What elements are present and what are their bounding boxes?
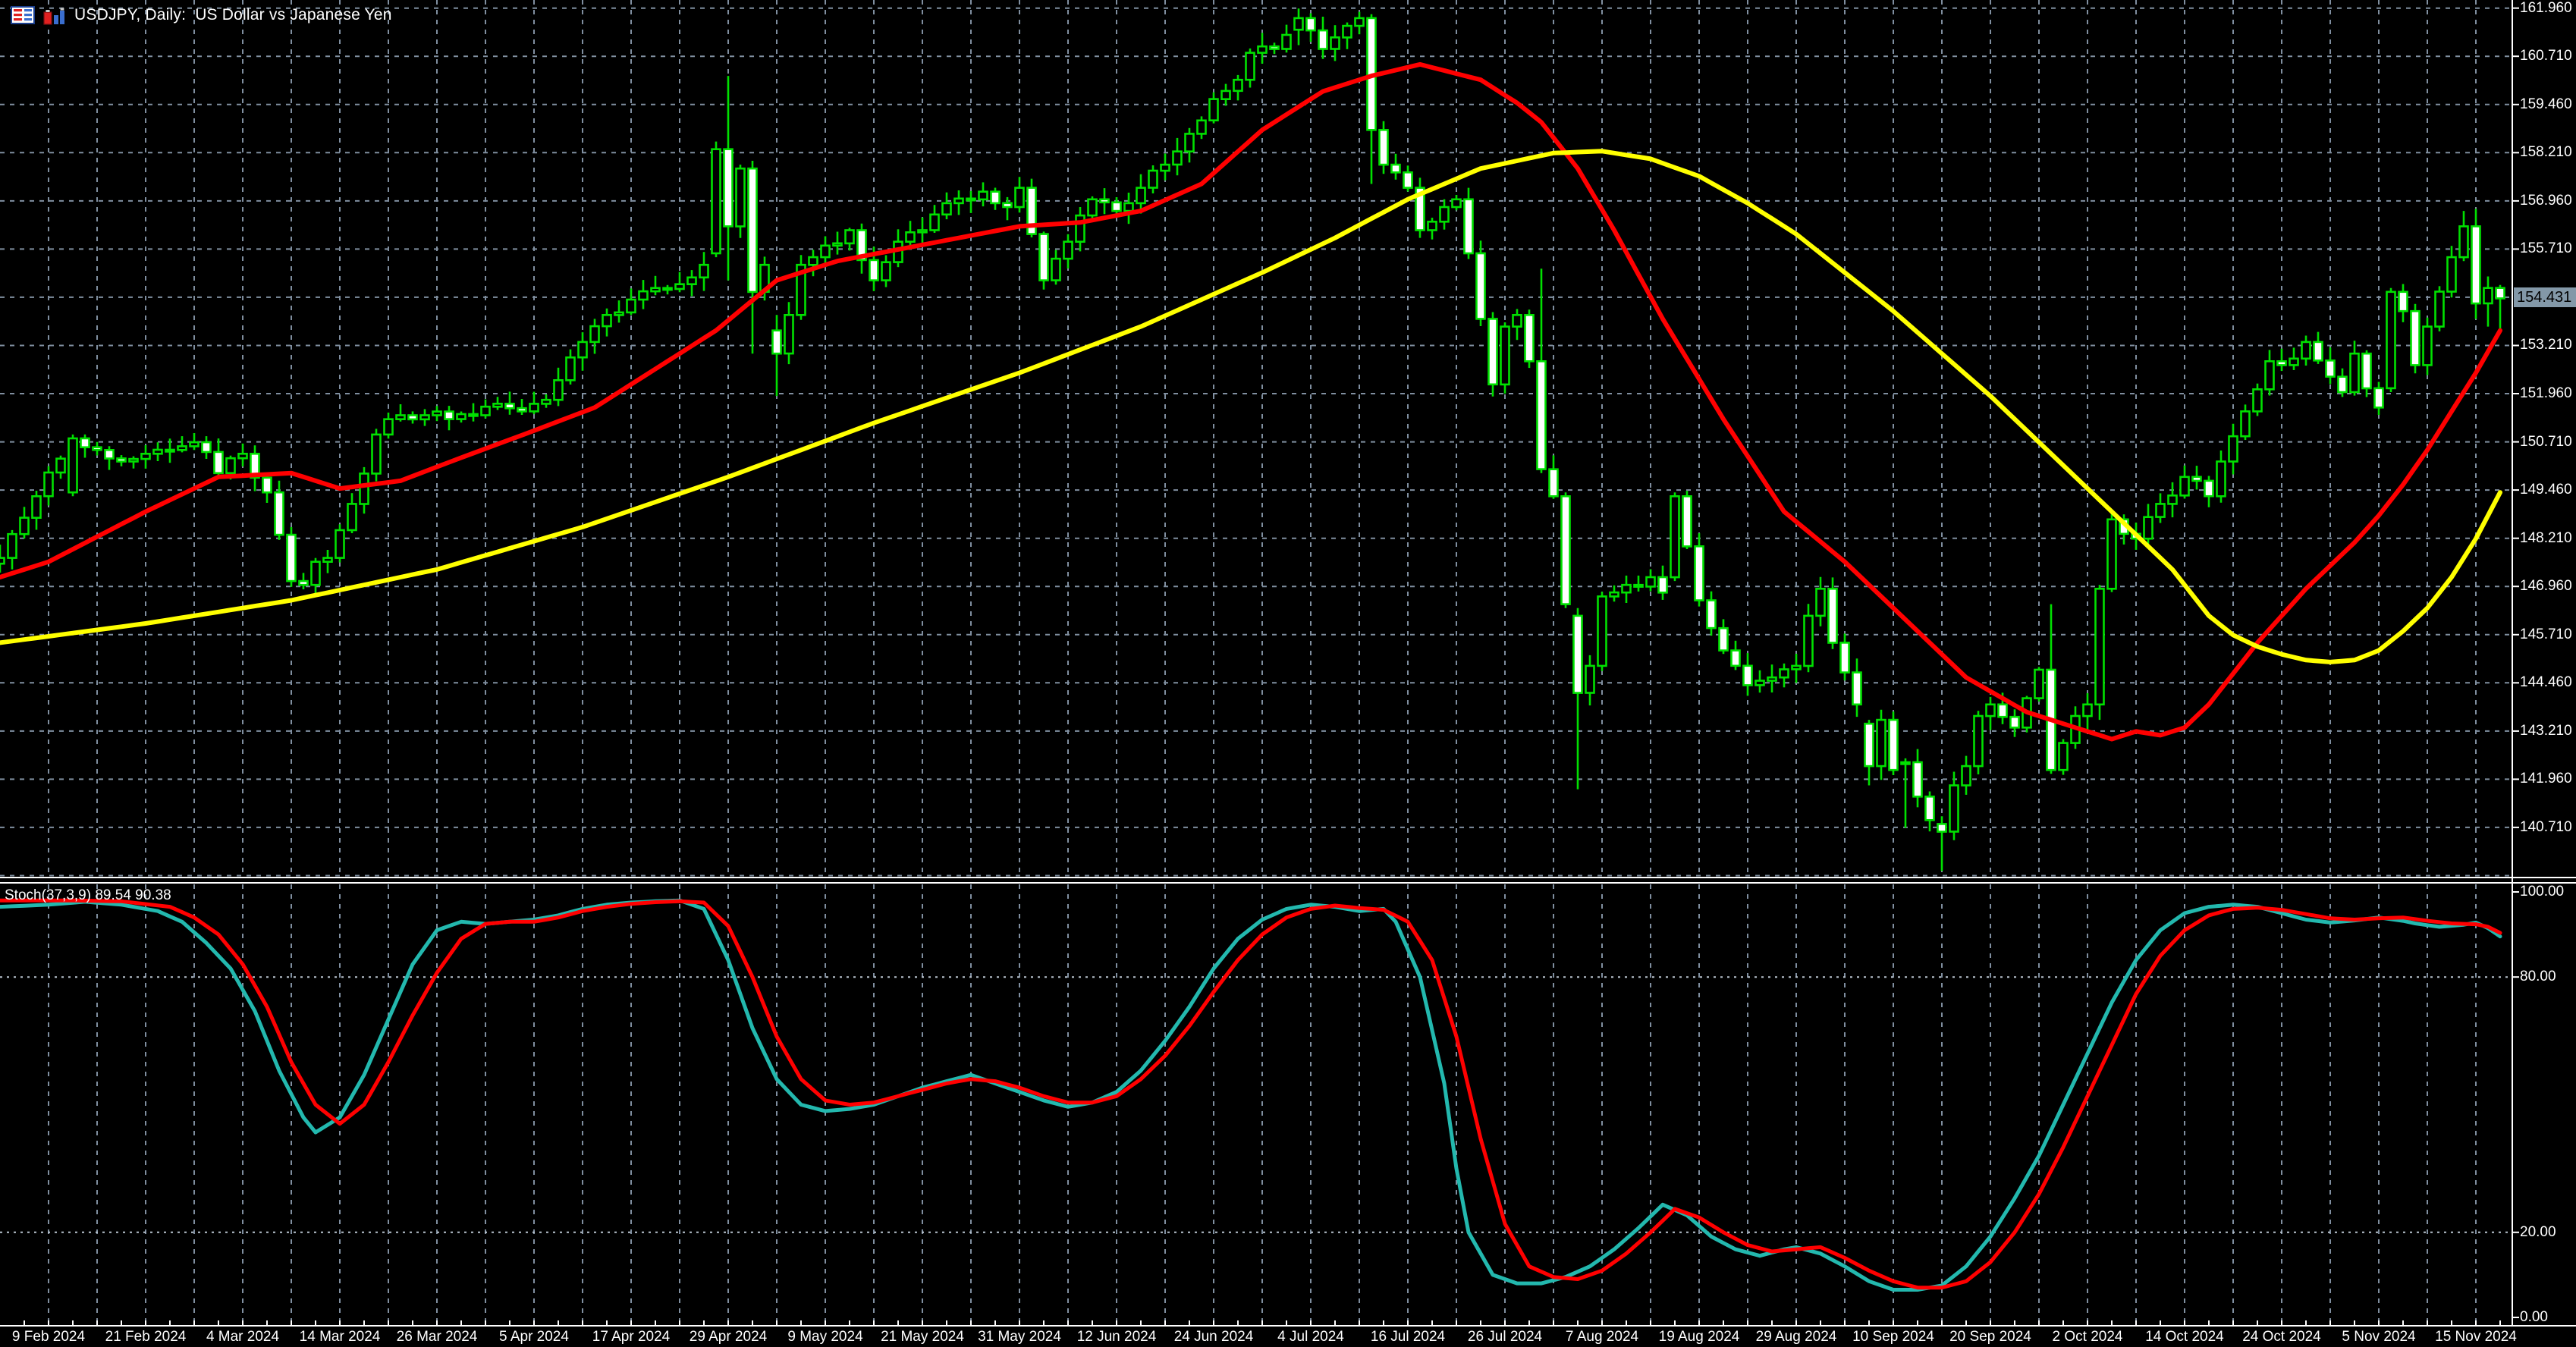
- date-tick-label: 9 May 2024: [787, 1329, 863, 1345]
- price-tick-label: 150.710: [2520, 433, 2572, 450]
- date-tick-label: 29 Aug 2024: [1755, 1329, 1837, 1345]
- date-tick-label: 5 Nov 2024: [2342, 1329, 2416, 1345]
- price-tick-label: 146.960: [2520, 578, 2572, 595]
- stoch-tick-label: 0.00: [2520, 1309, 2548, 1325]
- price-tick-label: 141.960: [2520, 771, 2572, 787]
- date-tick-label: 14 Mar 2024: [299, 1329, 381, 1345]
- date-tick-label: 17 Apr 2024: [592, 1329, 671, 1345]
- price-tick-label: 160.710: [2520, 48, 2572, 64]
- ma-slow-yellow-line: [0, 149, 2502, 664]
- date-tick-label: 24 Oct 2024: [2242, 1329, 2321, 1345]
- time-grid: [48, 0, 2477, 1324]
- ma-fast-red-line: [0, 61, 2502, 742]
- price-tick-label: 158.210: [2520, 144, 2572, 161]
- date-tick-label: 31 May 2024: [978, 1329, 1061, 1345]
- stoch-tick-label: 20.00: [2520, 1223, 2556, 1240]
- chart-bars-icon: [42, 5, 67, 26]
- date-tick-label: 4 Mar 2024: [206, 1329, 280, 1345]
- date-tick-label: 24 Jun 2024: [1173, 1329, 1254, 1345]
- date-tick-label: 16 Jul 2024: [1370, 1329, 1446, 1345]
- chart-title-bar: USDJPY, Daily: US Dollar vs Japanese Yen: [11, 5, 392, 26]
- stoch-tick-label: 100.00: [2520, 884, 2565, 900]
- stoch-tick-label: 80.00: [2520, 969, 2556, 985]
- price-tick-label: 149.460: [2520, 482, 2572, 498]
- date-tick-label: 10 Sep 2024: [1852, 1329, 1934, 1345]
- date-tick-label: 5 Apr 2024: [499, 1329, 569, 1345]
- stoch-main-line: [0, 898, 2502, 1292]
- date-tick-label: 21 Feb 2024: [105, 1329, 187, 1345]
- stochastic-indicator-label: Stoch(37,3,9) 89.54 90.38: [5, 887, 171, 903]
- date-tick-label: 14 Oct 2024: [2145, 1329, 2224, 1345]
- price-tick-label: 144.460: [2520, 674, 2572, 691]
- price-tick-label: 153.210: [2520, 337, 2572, 353]
- price-tick-label: 156.960: [2520, 192, 2572, 209]
- price-tick-label: 161.960: [2520, 0, 2572, 16]
- price-tick-label: 159.460: [2520, 96, 2572, 112]
- price-tick-label: 151.960: [2520, 385, 2572, 402]
- date-tick-label: 26 Jul 2024: [1467, 1329, 1543, 1345]
- bid-price-label: 154.431: [2514, 287, 2576, 307]
- bear-candles: [80, 17, 2505, 833]
- stoch-signal-line: [0, 898, 2502, 1290]
- price-tick-label: 143.210: [2520, 722, 2572, 739]
- date-tick-label: 2 Oct 2024: [2052, 1329, 2123, 1345]
- price-tick-label: 148.210: [2520, 529, 2572, 546]
- price-tick-label: 145.710: [2520, 626, 2572, 642]
- stoch-level-lines: [0, 976, 2511, 1233]
- date-tick-label: 7 Aug 2024: [1565, 1329, 1639, 1345]
- date-tick-label: 29 Apr 2024: [689, 1329, 768, 1345]
- date-tick-label: 21 May 2024: [881, 1329, 964, 1345]
- date-tick-label: 26 Mar 2024: [396, 1329, 478, 1345]
- date-tick-label: 20 Sep 2024: [1949, 1329, 2031, 1345]
- price-tick-label: 140.710: [2520, 818, 2572, 835]
- account-list-icon: [11, 5, 35, 26]
- date-tick-label: 4 Jul 2024: [1277, 1329, 1344, 1345]
- date-tick-label: 19 Aug 2024: [1658, 1329, 1740, 1345]
- date-tick-label: 12 Jun 2024: [1076, 1329, 1157, 1345]
- price-tick-label: 155.710: [2520, 240, 2572, 257]
- chart-title: USDJPY, Daily: US Dollar vs Japanese Yen: [74, 6, 392, 24]
- date-tick-label: 15 Nov 2024: [2435, 1329, 2517, 1345]
- date-tick-label: 9 Feb 2024: [11, 1329, 86, 1345]
- bull-candles: [0, 17, 2493, 833]
- price-grid: [0, 7, 2511, 877]
